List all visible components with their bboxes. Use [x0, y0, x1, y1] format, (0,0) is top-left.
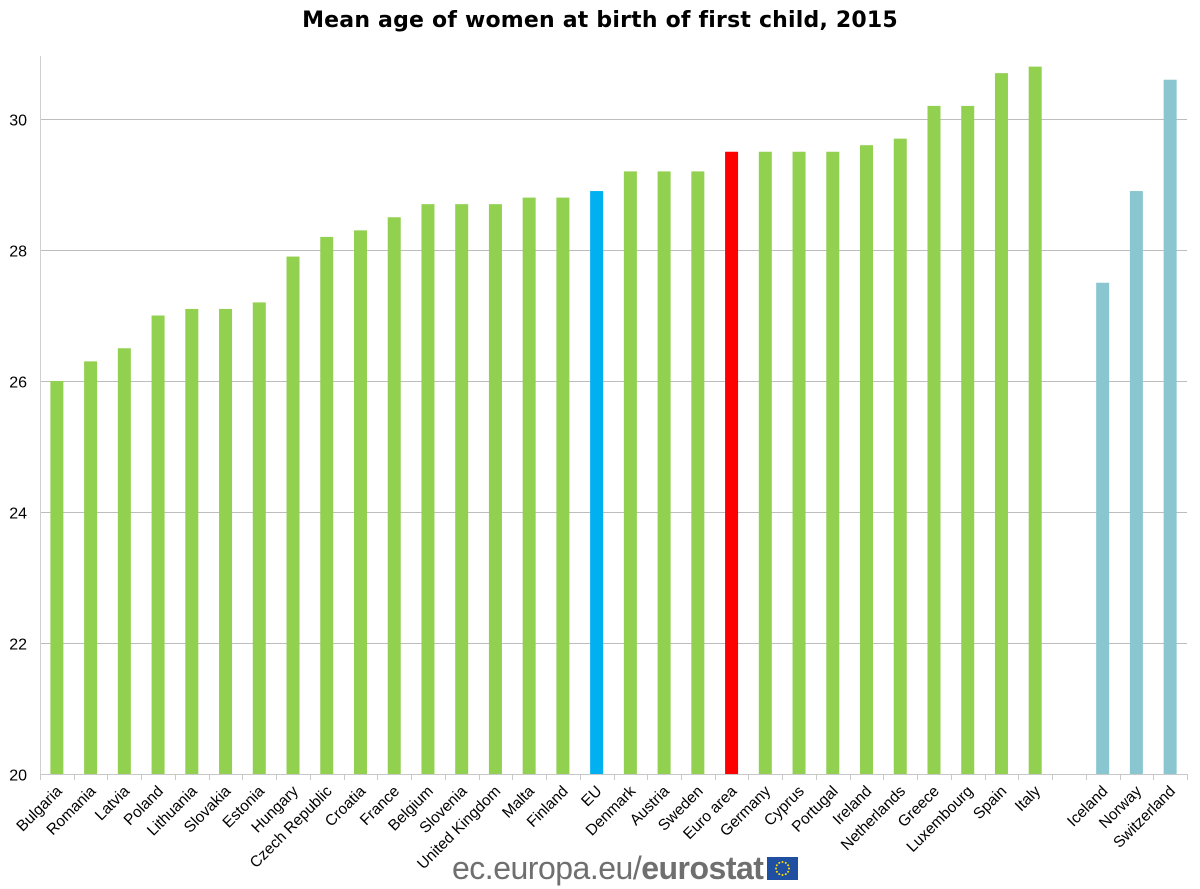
flag-star — [781, 860, 784, 863]
flag-star — [788, 867, 791, 869]
flag-star — [778, 861, 781, 864]
flag-star — [781, 873, 784, 876]
footer-brand: eurostat — [641, 849, 764, 886]
flag-star — [776, 863, 779, 866]
y-tick-label: 26 — [9, 375, 27, 392]
bar-slovenia — [455, 204, 469, 774]
bar-euro-area — [725, 151, 739, 774]
bars — [50, 66, 1177, 775]
y-tick-labels: 20 22 24 26 28 30 — [9, 113, 27, 785]
chart-title: Mean age of women at birth of first chil… — [302, 8, 898, 33]
bar-denmark — [623, 171, 637, 774]
bar-germany — [758, 151, 772, 774]
bar-eu — [590, 191, 604, 775]
flag-star — [785, 872, 788, 875]
bar-belgium — [421, 204, 435, 774]
axes — [40, 56, 1188, 780]
gridlines — [40, 119, 1187, 644]
bar-malta — [522, 197, 536, 775]
bar-greece — [927, 105, 941, 774]
bar-norway — [1129, 191, 1143, 775]
bar-romania — [84, 361, 98, 774]
y-tick-label: 20 — [9, 768, 27, 785]
bar-portugal — [826, 151, 840, 774]
eurostat-footer: ec.europa.eu/ eurostat — [452, 849, 799, 886]
flag-star — [778, 872, 781, 875]
bar-spain — [994, 73, 1008, 774]
bar-poland — [151, 315, 165, 774]
bar-estonia — [252, 302, 266, 774]
bar-netherlands — [893, 138, 907, 774]
flag-star — [787, 870, 790, 873]
bar-italy — [1028, 66, 1042, 775]
bar-iceland — [1096, 282, 1110, 774]
bar-united-kingdom — [488, 204, 502, 774]
flag-star — [776, 870, 779, 873]
eu-flag-icon — [767, 856, 799, 880]
bar-finland — [556, 197, 570, 775]
flag-star — [775, 867, 778, 869]
footer-url: ec.europa.eu/ — [452, 849, 642, 886]
y-tick-label: 24 — [9, 506, 27, 523]
bar-latvia — [117, 348, 131, 774]
x-tick-label: Italy — [1012, 783, 1044, 815]
bar-cyprus — [792, 151, 806, 774]
x-tick-label: Spain — [970, 783, 1010, 823]
bar-lithuania — [185, 308, 199, 774]
bar-slovakia — [219, 308, 233, 774]
bar-france — [387, 217, 401, 774]
bar-bulgaria — [50, 381, 64, 774]
y-tick-label: 22 — [9, 637, 27, 654]
y-tick-label: 30 — [9, 113, 27, 130]
bar-switzerland — [1163, 79, 1177, 774]
bar-ireland — [860, 145, 874, 774]
bar-croatia — [353, 230, 367, 775]
x-tick-label: EU — [578, 783, 605, 810]
flag-star — [785, 861, 788, 864]
flag-star — [787, 863, 790, 866]
bar-hungary — [286, 256, 300, 774]
bar-sweden — [691, 171, 705, 774]
bar-luxembourg — [961, 105, 975, 774]
y-tick-label: 28 — [9, 244, 27, 261]
bar-austria — [657, 171, 671, 774]
bar-czech-republic — [320, 236, 334, 774]
